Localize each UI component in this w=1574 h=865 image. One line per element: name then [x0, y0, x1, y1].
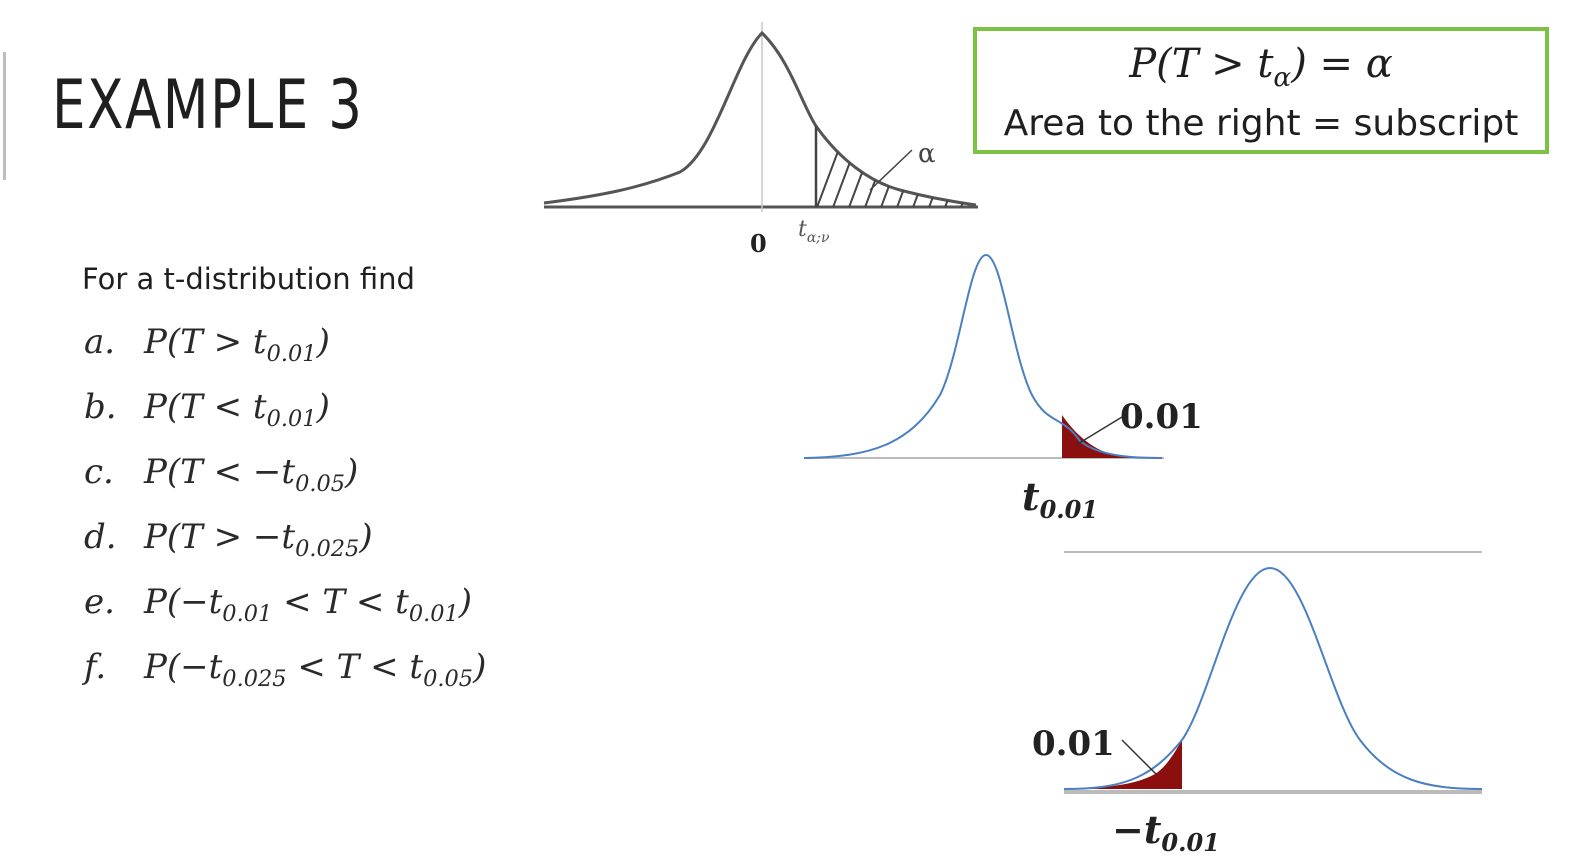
problem-expression: P(T > t0.01) — [144, 322, 330, 367]
area-pointer — [1121, 739, 1157, 775]
diagram-top-t-distribution: α 0 tα;ν — [543, 22, 978, 258]
area-label: 0.01 — [1120, 397, 1203, 437]
hatched-tail-area — [816, 129, 976, 207]
distribution-curve — [1063, 566, 1483, 790]
alpha-pointer — [869, 149, 913, 191]
zero-label: 0 — [750, 229, 767, 258]
left-tail-area — [1064, 740, 1182, 789]
problem-expression: P(−t0.01 < T < t0.01) — [144, 582, 473, 627]
intro-text: For a t-distribution find — [82, 262, 415, 296]
area-pointer — [1075, 416, 1123, 446]
distribution-curve — [803, 253, 1163, 459]
left-accent-rule — [3, 52, 6, 180]
alpha-label: α — [918, 139, 936, 169]
formula-box: P(T > tα) = α Area to the right = subscr… — [973, 27, 1549, 154]
problem-expression: P(T < −t0.05) — [144, 452, 359, 497]
t-critical-label: −t0.01 — [1112, 807, 1220, 857]
distribution-curve — [543, 30, 977, 207]
formula-caption: Area to the right = subscript — [1003, 103, 1519, 144]
t-critical-label: t0.01 — [1022, 474, 1098, 524]
problem-letter: d. — [84, 517, 117, 557]
right-tail-area — [1062, 415, 1162, 458]
problem-letter: e. — [84, 582, 115, 622]
diagram-right-tail: 0.01 t0.01 — [803, 253, 1203, 524]
formula-definition: P(T > tα) = α — [1129, 41, 1393, 93]
problem-letter: b. — [84, 387, 117, 427]
problem-expression: P(T < t0.01) — [144, 387, 330, 432]
problem-expression: P(T > −t0.025) — [144, 517, 373, 562]
problem-expression: P(−t0.025 < T < t0.05) — [144, 647, 487, 692]
slide-title: EXAMPLE 3 — [52, 66, 364, 145]
problem-letter: f. — [84, 647, 107, 687]
diagram-left-tail: 0.01 −t0.01 — [1032, 551, 1483, 857]
area-label: 0.01 — [1032, 724, 1115, 764]
problem-letter: c. — [84, 452, 114, 492]
problem-letter: a. — [84, 322, 116, 362]
t-critical-label: tα;ν — [798, 217, 830, 246]
